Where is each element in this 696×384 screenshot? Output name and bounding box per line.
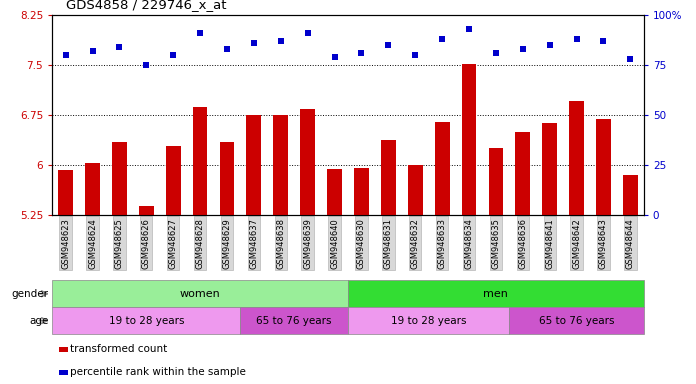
Point bbox=[544, 42, 555, 48]
Bar bbox=[193, 106, 207, 215]
Point bbox=[383, 42, 394, 48]
Point bbox=[248, 40, 260, 46]
Point bbox=[141, 62, 152, 68]
Point bbox=[410, 52, 421, 58]
Bar bbox=[354, 168, 369, 215]
Point bbox=[436, 36, 448, 42]
Bar bbox=[435, 122, 450, 215]
Point bbox=[302, 30, 313, 36]
Point bbox=[571, 36, 582, 42]
Text: women: women bbox=[180, 289, 221, 299]
Text: gender: gender bbox=[12, 289, 49, 299]
Bar bbox=[461, 64, 476, 215]
Bar bbox=[623, 175, 638, 215]
Text: men: men bbox=[484, 289, 508, 299]
Point bbox=[598, 38, 609, 45]
Point bbox=[464, 26, 475, 32]
Bar bbox=[246, 114, 261, 215]
Text: 65 to 76 years: 65 to 76 years bbox=[256, 316, 332, 326]
Bar bbox=[220, 142, 235, 215]
Bar bbox=[569, 101, 584, 215]
Bar bbox=[596, 119, 611, 215]
Text: 19 to 28 years: 19 to 28 years bbox=[391, 316, 466, 326]
Text: percentile rank within the sample: percentile rank within the sample bbox=[70, 367, 246, 377]
Point bbox=[87, 48, 98, 55]
Point bbox=[625, 56, 636, 62]
Bar bbox=[112, 142, 127, 215]
Text: 65 to 76 years: 65 to 76 years bbox=[539, 316, 615, 326]
Bar bbox=[58, 170, 73, 215]
Point bbox=[275, 38, 286, 45]
Point bbox=[490, 50, 501, 56]
Bar bbox=[408, 165, 422, 215]
Point bbox=[356, 50, 367, 56]
Point bbox=[168, 52, 179, 58]
Point bbox=[194, 30, 205, 36]
Bar bbox=[489, 148, 503, 215]
Bar bbox=[542, 123, 557, 215]
Text: GDS4858 / 229746_x_at: GDS4858 / 229746_x_at bbox=[66, 0, 227, 12]
Bar bbox=[300, 109, 315, 215]
Bar bbox=[516, 132, 530, 215]
Bar bbox=[327, 169, 342, 215]
Point bbox=[221, 46, 232, 52]
Bar bbox=[139, 206, 154, 215]
Point bbox=[329, 54, 340, 60]
Text: transformed count: transformed count bbox=[70, 344, 168, 354]
Bar bbox=[381, 140, 396, 215]
Point bbox=[114, 44, 125, 50]
Point bbox=[517, 46, 528, 52]
Point bbox=[60, 52, 71, 58]
Text: age: age bbox=[29, 316, 49, 326]
Bar bbox=[85, 163, 100, 215]
Bar bbox=[166, 146, 180, 215]
Text: 19 to 28 years: 19 to 28 years bbox=[109, 316, 184, 326]
Bar bbox=[274, 114, 288, 215]
